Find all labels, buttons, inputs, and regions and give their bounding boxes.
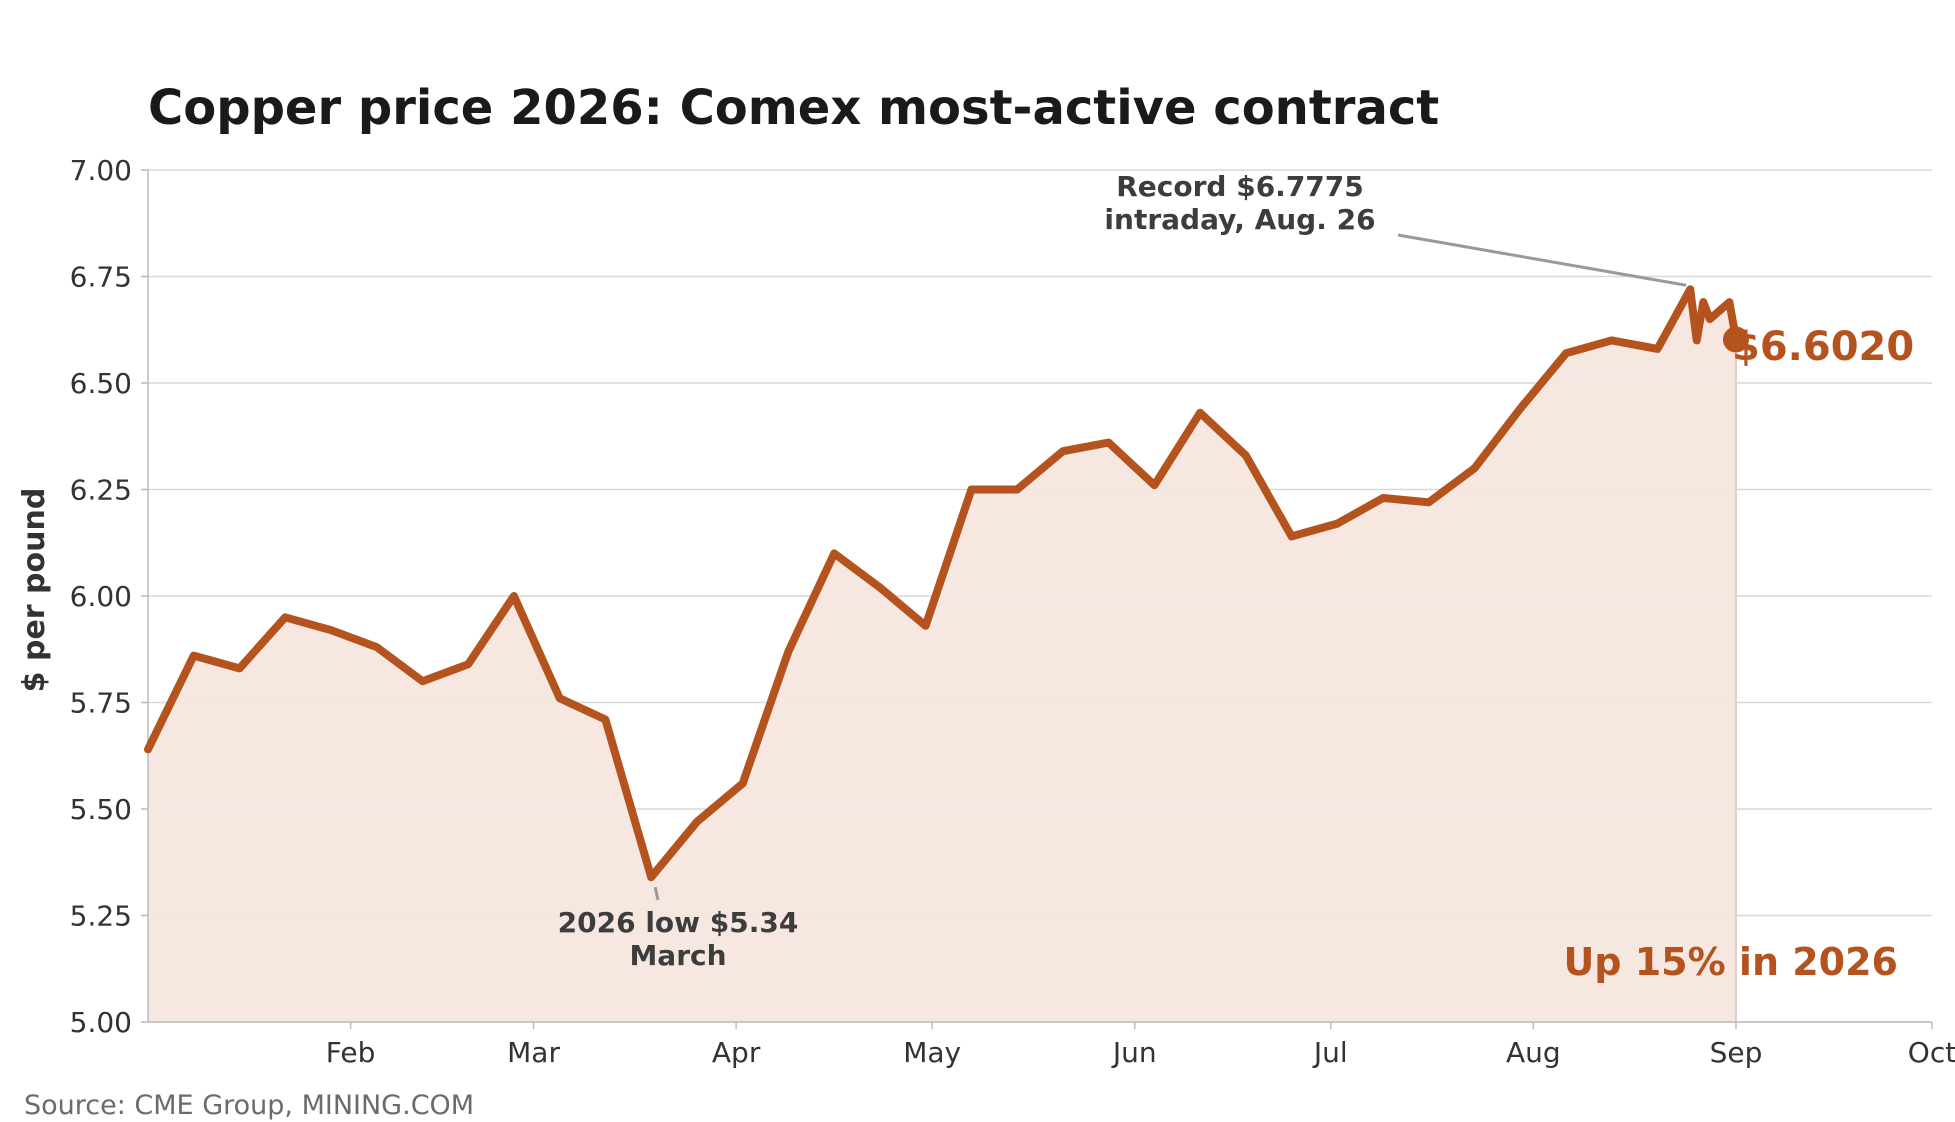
ytd-change-label: Up 15% in 2026 bbox=[1563, 940, 1898, 984]
x-tick-label: Oct bbox=[1908, 1036, 1955, 1069]
x-tick-label: Aug bbox=[1506, 1036, 1561, 1069]
y-tick-label: 7.00 bbox=[70, 154, 132, 187]
last-value-label: $6.6020 bbox=[1732, 324, 1914, 370]
x-tick-labels: Feb Mar Apr May Jun Jul Aug Sep Oct bbox=[326, 1036, 1955, 1069]
source-note: Source: CME Group, MINING.COM bbox=[24, 1090, 474, 1121]
last-value-marker bbox=[1722, 326, 1749, 353]
y-tick-label: 5.75 bbox=[70, 687, 132, 720]
x-tick-label: Sep bbox=[1710, 1036, 1763, 1069]
y-axis-label: $ per pound bbox=[17, 488, 52, 693]
y-tick-label: 5.25 bbox=[70, 900, 132, 933]
x-tick-label: Mar bbox=[507, 1036, 560, 1069]
price-area bbox=[148, 289, 1737, 1022]
x-tick-label: Apr bbox=[712, 1036, 761, 1069]
price-line bbox=[144, 285, 1740, 882]
axes bbox=[141, 169, 1933, 1029]
low-annotation-line: 2026 low $5.34 bbox=[558, 906, 799, 939]
x-tick-label: Jul bbox=[1312, 1036, 1348, 1069]
chart-title: Copper price 2026: Comex most-active con… bbox=[148, 80, 1439, 136]
y-tick-label: 5.00 bbox=[70, 1006, 132, 1039]
y-tick-labels: 5.00 5.25 5.50 5.75 6.00 6.25 6.50 6.75 7.00 bbox=[70, 154, 132, 1039]
record-leader-line bbox=[1397, 233, 1687, 287]
y-tick-label: 6.00 bbox=[70, 580, 132, 613]
y-tick-label: 6.25 bbox=[70, 474, 132, 507]
y-tick-label: 6.50 bbox=[70, 367, 132, 400]
record-annotation-line: Record $6.7775 bbox=[1116, 170, 1364, 203]
low-leader-line bbox=[653, 886, 660, 901]
price-area-fill bbox=[148, 289, 1736, 1022]
y-tick-label: 6.75 bbox=[70, 261, 132, 294]
record-annotation-line: intraday, Aug. 26 bbox=[1104, 203, 1375, 236]
price-line-group bbox=[144, 285, 1749, 882]
x-tick-label: Jun bbox=[1111, 1036, 1157, 1069]
low-annotation-line: March bbox=[629, 939, 726, 972]
x-tick-label: Feb bbox=[326, 1036, 376, 1069]
x-tick-label: May bbox=[903, 1036, 961, 1069]
y-tick-label: 5.50 bbox=[70, 793, 132, 826]
